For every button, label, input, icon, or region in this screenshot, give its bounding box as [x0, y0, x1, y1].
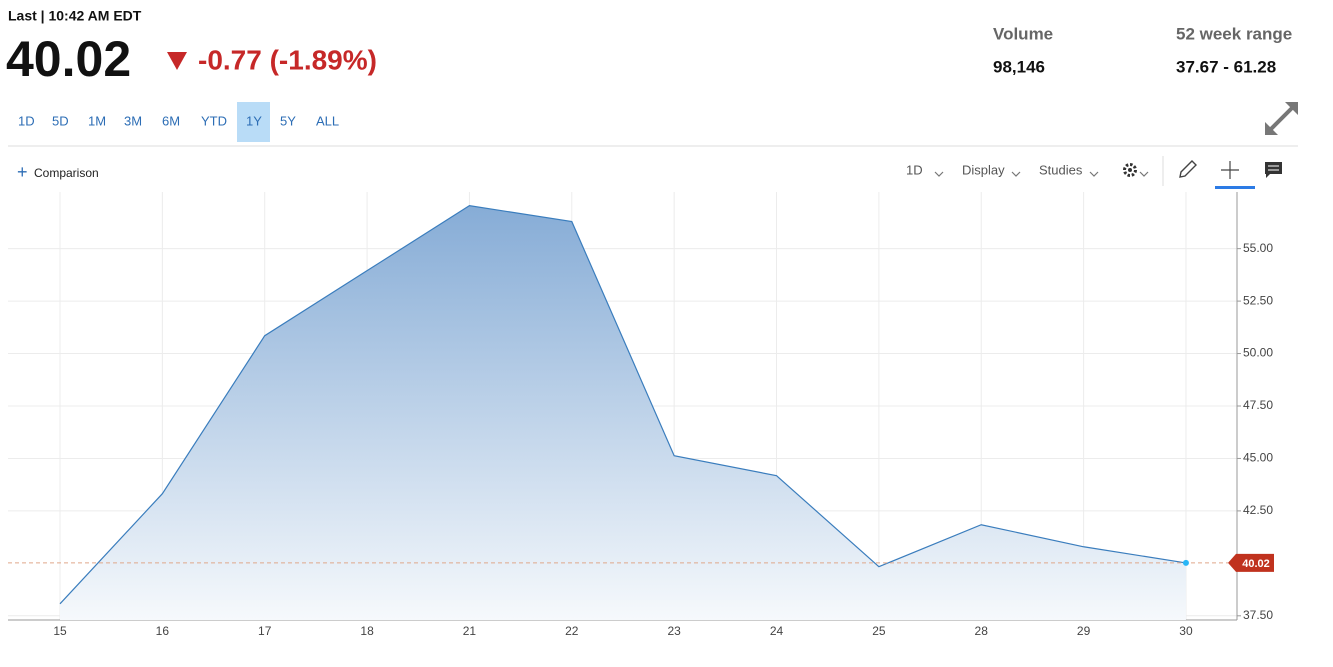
range-button[interactable]: 1Y: [246, 113, 262, 128]
range-label: 52 week range: [1176, 24, 1292, 43]
down-arrow: [167, 52, 187, 70]
draw-icon[interactable]: [1179, 160, 1197, 178]
price: 40.02: [6, 31, 131, 87]
interval[interactable]: 1D: [906, 162, 923, 177]
range-button[interactable]: ALL: [316, 113, 339, 128]
expand-icon[interactable]: [1265, 102, 1298, 135]
x-tick-label: 28: [975, 624, 989, 638]
price-change: -0.77 (-1.89%): [198, 44, 377, 75]
price-tag: [1228, 553, 1274, 572]
range-button[interactable]: 5D: [52, 113, 69, 128]
range-button[interactable]: 1M: [88, 113, 106, 128]
area-fill: [60, 205, 1186, 620]
range-button[interactable]: 6M: [162, 113, 180, 128]
range-button[interactable]: YTD: [201, 113, 227, 128]
plot: 15 16 17 18 21 22 23 24 25 28 29 30 37.50 42.50 45.00 4…: [8, 192, 1274, 638]
y-tick-label: 42.50: [1243, 503, 1273, 517]
volume-label: Volume: [993, 24, 1053, 43]
display[interactable]: Display: [962, 162, 1005, 177]
x-tick-label: 18: [360, 624, 374, 638]
crosshair-icon[interactable]: [1221, 161, 1239, 179]
x-tick-label: 15: [53, 624, 67, 638]
range: 37.67 - 61.28: [1176, 57, 1276, 76]
y-tick-label: 47.50: [1243, 398, 1273, 412]
plus-icon[interactable]: +: [17, 162, 28, 182]
chevrons: [934, 171, 1149, 177]
y-tick-label: 52.50: [1243, 293, 1273, 307]
comment-icon[interactable]: [1265, 162, 1282, 178]
range-button[interactable]: 3M: [124, 113, 142, 128]
y-tick-label: 37.50: [1243, 608, 1273, 622]
y-tick-label: 50.00: [1243, 346, 1273, 360]
range-button[interactable]: 5Y: [280, 113, 296, 128]
x-tick-label: 24: [770, 624, 784, 638]
settings-icon[interactable]: [1123, 163, 1137, 177]
y-tick-label: 45.00: [1243, 451, 1273, 465]
active-range: [237, 102, 270, 142]
comparison[interactable]: Comparison: [34, 166, 99, 180]
last-point: [1182, 559, 1189, 566]
last-time: Last | 10:42 AM EDT: [8, 8, 142, 24]
studies[interactable]: Studies: [1039, 162, 1083, 177]
y-tick-label: 55.00: [1243, 241, 1273, 255]
volume: 98,146: [993, 57, 1045, 76]
range-button[interactable]: 1D: [18, 113, 35, 128]
price-line: [59, 205, 1187, 605]
active-tool: [1215, 186, 1255, 189]
x-tick-label: 23: [667, 624, 681, 638]
x-tick-label: 21: [463, 624, 477, 638]
x-tick-label: 29: [1077, 624, 1091, 638]
price-tag-label: 40.02: [1242, 558, 1270, 570]
x-tick-label: 16: [156, 624, 170, 638]
x-tick-label: 30: [1179, 624, 1193, 638]
x-tick-label: 17: [258, 624, 272, 638]
x-tick-label: 22: [565, 624, 579, 638]
x-tick-label: 25: [872, 624, 886, 638]
